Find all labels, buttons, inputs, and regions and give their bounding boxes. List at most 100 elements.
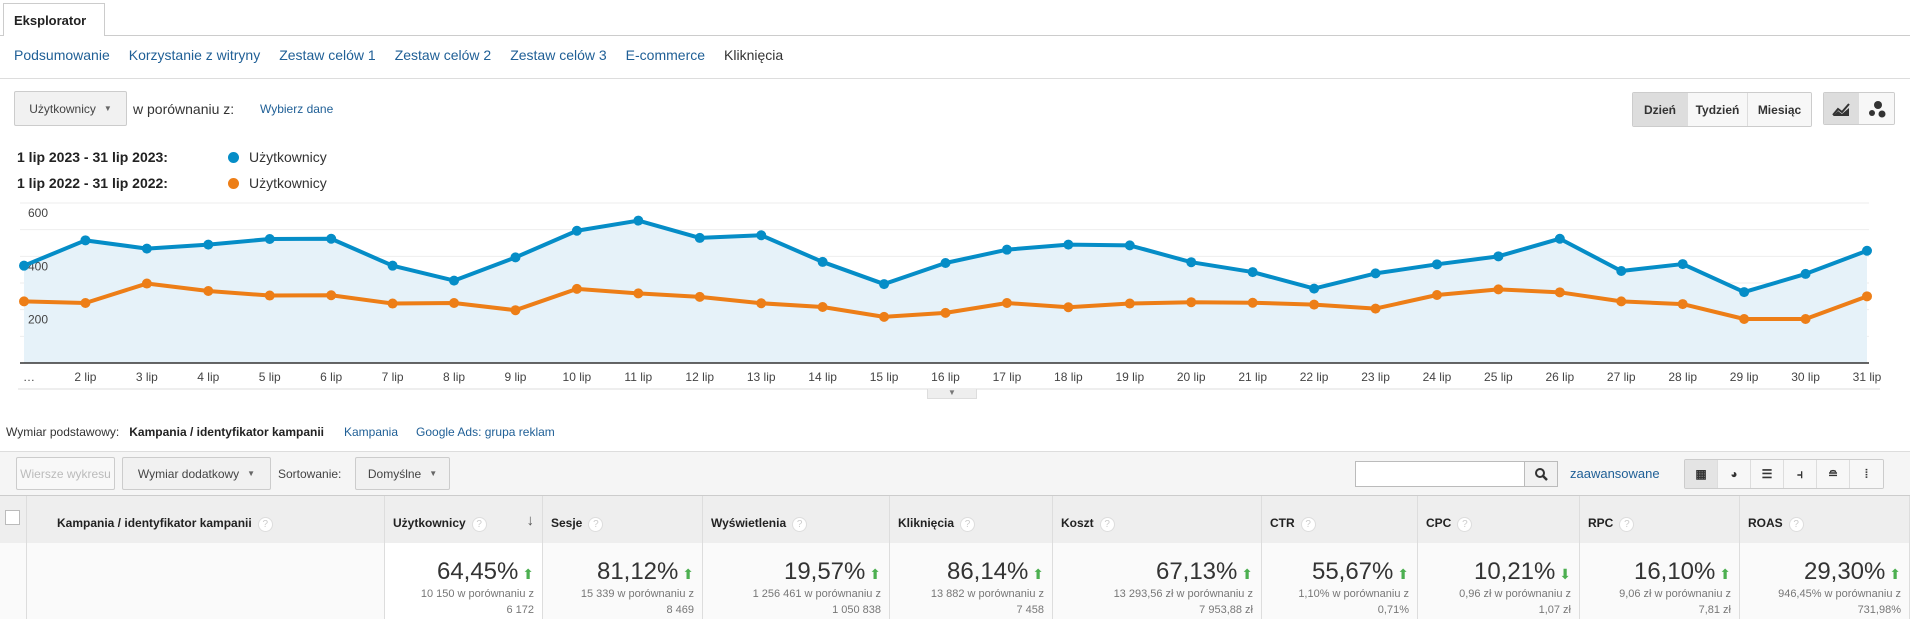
- previous-value: 6 172: [506, 604, 534, 616]
- legend-dot: [228, 178, 239, 189]
- data-point: [1677, 259, 1688, 270]
- x-tick-label: 15 lip: [870, 370, 899, 384]
- period-month[interactable]: Miesiąc: [1748, 93, 1811, 126]
- header-cpc[interactable]: CPC?: [1418, 496, 1580, 543]
- data-point: [80, 235, 91, 246]
- arrow-down-icon: ⬇: [1555, 566, 1571, 582]
- sort-select[interactable]: Domyślne ▼: [355, 457, 450, 490]
- comparison-text: 9,06 zł w porównaniu z: [1619, 588, 1731, 600]
- compare-link[interactable]: Wybierz dane: [260, 102, 334, 116]
- x-tick-label: 8 lip: [443, 370, 465, 384]
- change-percent: 16,10%: [1633, 558, 1716, 585]
- comparison-text: 0,96 zł w porównaniu z: [1459, 588, 1571, 600]
- tab-eksplorator[interactable]: Eksplorator: [3, 3, 105, 36]
- total-cell: 86,14% ⬆ 13 882 w porównaniu z 7 458: [890, 543, 1053, 619]
- change-percent: 10,21%: [1473, 558, 1556, 585]
- period-day[interactable]: Dzień: [1633, 93, 1688, 126]
- help-icon[interactable]: ?: [1300, 517, 1316, 532]
- header-label: Użytkownicy: [393, 516, 466, 530]
- header-ctr[interactable]: CTR?: [1262, 496, 1418, 543]
- comparison-text: 15 339 w porównaniu z: [580, 588, 694, 600]
- line-chart-icon[interactable]: [1824, 93, 1859, 124]
- change-percent: 64,45%: [436, 558, 519, 585]
- header-rpc[interactable]: RPC?: [1580, 496, 1740, 543]
- x-tick-label: 24 lip: [1423, 370, 1452, 384]
- period-week[interactable]: Tydzień: [1688, 93, 1748, 126]
- header-label: Kliknięcia: [898, 516, 955, 530]
- data-point: [633, 288, 644, 299]
- data-point: [80, 298, 91, 308]
- pie-view-icon[interactable]: ◕: [1718, 460, 1751, 488]
- x-tick-label: 7 lip: [382, 370, 404, 384]
- nav-korzystanie[interactable]: Korzystanie z witryny: [128, 47, 261, 63]
- divider: [0, 78, 1910, 79]
- metric-select-value: Użytkownicy: [29, 101, 96, 116]
- header-wy-wietlenia[interactable]: Wyświetlenia?: [703, 496, 890, 543]
- x-tick-label: 26 lip: [1545, 370, 1574, 384]
- header-label: ROAS: [1748, 516, 1783, 530]
- collapse-chart-handle[interactable]: ▼: [927, 389, 977, 399]
- comparison-text: 13 882 w porównaniu z: [930, 588, 1044, 600]
- legend-item-2022: Użytkownicy: [228, 175, 327, 191]
- data-point: [756, 230, 767, 241]
- help-icon[interactable]: ?: [1619, 517, 1635, 532]
- dimension-kampania[interactable]: Kampania: [343, 425, 399, 439]
- x-tick-label: …: [23, 370, 35, 384]
- search-icon: [1535, 468, 1548, 481]
- performance-view-icon[interactable]: ☰: [1751, 460, 1784, 488]
- data-point: [1370, 268, 1381, 279]
- table-view-icon[interactable]: ▦: [1685, 460, 1718, 488]
- comparison-view-icon[interactable]: ⫞: [1784, 460, 1817, 488]
- secondary-dimension-select[interactable]: Wymiar dodatkowy ▼: [122, 457, 271, 490]
- nav-podsumowanie[interactable]: Podsumowanie: [14, 47, 110, 63]
- motion-chart-icon[interactable]: [1859, 93, 1894, 124]
- table-search-input[interactable]: [1355, 461, 1525, 487]
- data-point: [571, 225, 582, 236]
- data-point: [1616, 296, 1627, 307]
- data-point: [141, 278, 152, 289]
- x-tick-label: 14 lip: [808, 370, 837, 384]
- data-point: [1554, 233, 1565, 244]
- sort-desc-icon: ↓: [526, 512, 535, 529]
- header-koszt[interactable]: Koszt?: [1053, 496, 1262, 543]
- help-icon[interactable]: ?: [1099, 517, 1115, 532]
- plot-rows-button[interactable]: Wiersze wykresu: [16, 457, 115, 490]
- advanced-link[interactable]: zaawansowane: [1570, 466, 1660, 481]
- help-icon[interactable]: ?: [960, 517, 976, 532]
- term-cloud-view-icon[interactable]: ≘: [1817, 460, 1850, 488]
- dimension-ads-group[interactable]: Google Ads: grupa reklam: [416, 425, 555, 439]
- nav-zestaw-2[interactable]: Zestaw celów 2: [394, 47, 492, 63]
- data-point: [510, 252, 521, 263]
- arrow-up-icon: ⬆: [1393, 566, 1409, 582]
- metric-select[interactable]: Użytkownicy ▼: [14, 91, 127, 126]
- x-tick-label: 16 lip: [931, 370, 960, 384]
- total-cell: 67,13% ⬆ 13 293,56 zł w porównaniu z 7 953…: [1053, 543, 1262, 619]
- help-icon[interactable]: ?: [1788, 517, 1804, 532]
- nav-zestaw-1[interactable]: Zestaw celów 1: [279, 47, 376, 63]
- header-sesje[interactable]: Sesje?: [543, 496, 703, 543]
- search-button[interactable]: [1525, 461, 1558, 487]
- help-icon[interactable]: ?: [792, 517, 808, 532]
- x-tick-label: 10 lip: [563, 370, 592, 384]
- nav-zestaw-3[interactable]: Zestaw celów 3: [510, 47, 607, 63]
- change-percent: 67,13%: [1155, 558, 1238, 585]
- data-point: [1124, 240, 1135, 251]
- previous-value: 0,71%: [1377, 604, 1409, 616]
- nav-klikniecia[interactable]: Kliknięcia: [724, 47, 784, 63]
- help-icon[interactable]: ?: [588, 517, 604, 532]
- pivot-view-icon[interactable]: ⦙: [1850, 460, 1883, 488]
- header-label: CPC: [1426, 516, 1452, 530]
- help-icon[interactable]: ?: [257, 517, 273, 532]
- header-roas[interactable]: ROAS?: [1740, 496, 1910, 543]
- data-point: [940, 258, 951, 268]
- data-point: [756, 298, 767, 309]
- help-icon[interactable]: ?: [1457, 517, 1473, 532]
- nav-ecommerce[interactable]: E-commerce: [625, 47, 706, 63]
- select-all-checkbox[interactable]: [5, 510, 20, 525]
- header-campaign[interactable]: Kampania / identyfikator kampanii?: [27, 496, 385, 543]
- x-tick-label: 3 lip: [136, 370, 158, 384]
- header-klikni-cia[interactable]: Kliknięcia?: [890, 496, 1053, 543]
- sort-value: Domyślne: [367, 466, 422, 481]
- help-icon[interactable]: ?: [471, 517, 487, 532]
- header-u-ytkownicy[interactable]: Użytkownicy? ↓: [385, 496, 543, 543]
